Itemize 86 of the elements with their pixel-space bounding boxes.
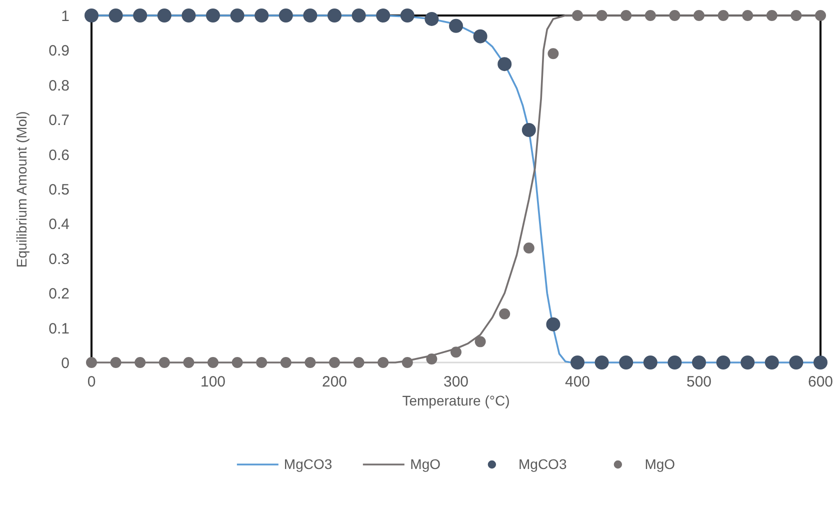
point — [474, 336, 486, 348]
point — [230, 8, 244, 22]
point — [570, 356, 584, 370]
y-tick-label: 0.1 — [48, 320, 70, 338]
point — [183, 357, 194, 368]
point — [329, 357, 340, 368]
y-tick-label: 0.6 — [48, 146, 70, 164]
point — [692, 356, 706, 370]
legend-label: MgCO3 — [284, 456, 332, 472]
point — [426, 354, 438, 365]
point — [378, 357, 389, 368]
point — [232, 357, 243, 368]
point — [303, 8, 318, 22]
point — [278, 8, 293, 22]
point — [790, 10, 802, 21]
y-tick-label: 0.2 — [48, 286, 70, 303]
point — [669, 10, 680, 21]
y-tick-label: 0.5 — [48, 182, 70, 198]
point — [572, 10, 583, 21]
point — [280, 357, 292, 368]
x-axis-title: Temperature (°C) — [402, 392, 510, 408]
point — [158, 357, 170, 368]
point — [86, 357, 97, 368]
point — [134, 357, 146, 368]
point — [352, 8, 366, 22]
point — [740, 356, 755, 370]
point — [766, 10, 778, 21]
point — [353, 357, 364, 368]
point — [716, 356, 730, 370]
y-tick-label: 1 — [61, 8, 70, 25]
point — [110, 357, 122, 368]
point — [620, 10, 632, 21]
point — [424, 12, 439, 26]
point — [449, 18, 463, 33]
point — [133, 8, 148, 22]
x-tick-label: 200 — [322, 374, 348, 390]
point — [789, 356, 804, 370]
point — [400, 8, 414, 22]
point — [523, 242, 534, 254]
point — [522, 123, 536, 137]
x-tick-label: 600 — [808, 374, 834, 390]
point — [328, 8, 342, 22]
point — [256, 357, 268, 368]
y-axis-title: Equilibrium Amount (Mol) — [14, 111, 30, 268]
point — [108, 8, 123, 22]
point — [304, 357, 316, 368]
point — [157, 8, 172, 22]
point — [84, 8, 98, 22]
point — [499, 308, 510, 320]
point — [402, 357, 413, 368]
legend-label: MgCO3 — [518, 456, 567, 472]
point — [594, 356, 609, 370]
point — [473, 29, 488, 44]
point — [208, 357, 218, 368]
legend-label: MgO — [644, 456, 676, 472]
point — [619, 356, 634, 370]
y-tick-label: 0.4 — [48, 216, 70, 234]
point — [643, 356, 658, 370]
legend-label: MgO — [410, 456, 440, 472]
y-tick-label: 0.7 — [48, 112, 70, 130]
x-tick-label: 500 — [686, 374, 712, 390]
point — [814, 356, 828, 370]
point — [548, 48, 559, 60]
point — [718, 10, 729, 21]
point — [694, 10, 704, 21]
point — [644, 10, 656, 21]
y-tick-label: 0.9 — [48, 42, 70, 60]
y-tick-label: 0.3 — [48, 250, 70, 268]
x-tick-label: 0 — [87, 374, 96, 390]
x-tick-label: 400 — [564, 374, 590, 390]
point — [182, 8, 196, 22]
x-tick-label: 300 — [443, 374, 469, 390]
point — [206, 8, 220, 22]
y-tick-label: 0.8 — [48, 77, 70, 94]
point — [376, 8, 390, 22]
point — [764, 356, 779, 370]
point — [668, 356, 682, 370]
x-tick-label: 100 — [200, 374, 226, 390]
point — [596, 10, 608, 21]
point — [815, 10, 826, 21]
y-tick-label: 0 — [61, 355, 70, 372]
point — [498, 57, 512, 72]
point — [254, 8, 269, 22]
point — [546, 317, 560, 332]
point — [450, 346, 462, 358]
point — [742, 10, 754, 21]
